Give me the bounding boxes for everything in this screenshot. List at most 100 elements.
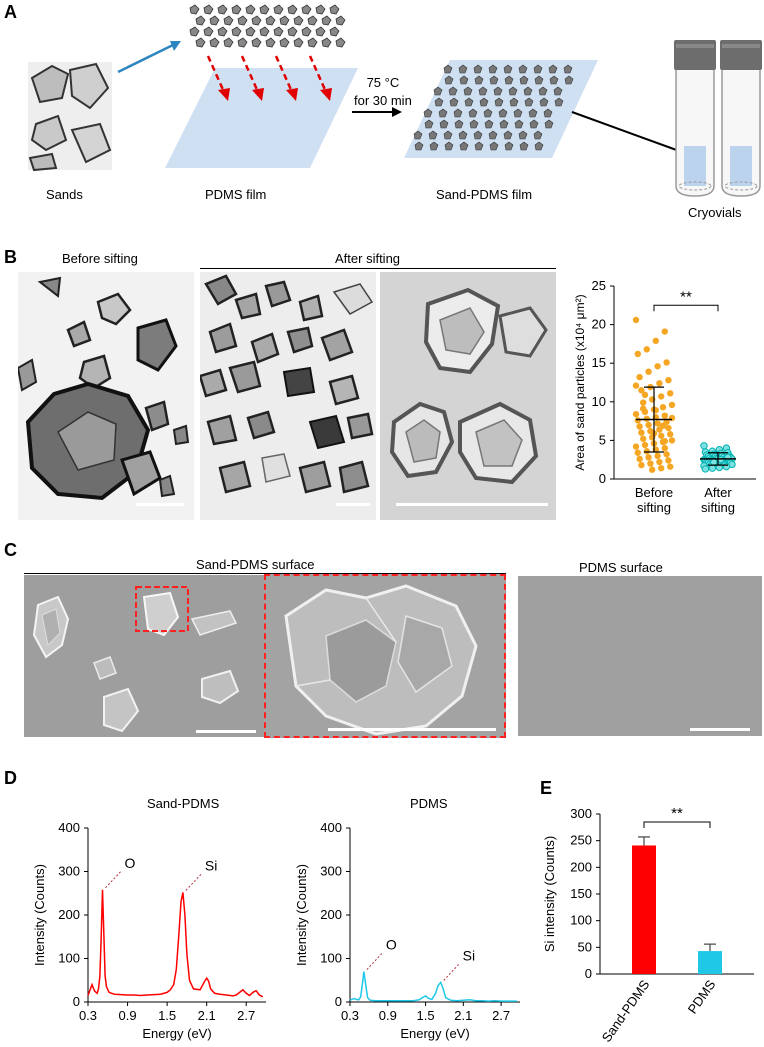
pdms-film [165,68,358,168]
data-point [659,404,667,411]
y-tick-label: 200 [58,907,80,922]
chart-d-left-eds: 0 100 200 300 400 0.3 0.9 1.5 2.1 2.7 Energy (eV) I… [32,820,266,1041]
data-point [700,442,708,450]
sand-grain-icon [203,4,214,15]
embedded-grain-icon [533,64,543,74]
y-tick-label: 300 [570,806,592,821]
data-point [643,415,650,422]
embedded-grain-icon [498,108,508,118]
data-point [645,421,652,429]
embedded-grain-icon [499,119,509,129]
data-point [661,412,668,419]
sand-grain-icon [189,26,200,37]
data-point [661,444,668,452]
sand-grain-icon [223,37,234,48]
sand-grain-icon [287,26,298,37]
x-axis-label: Energy (eV) [142,1026,211,1041]
data-point [632,382,640,389]
embedded-grain-icon [508,86,518,96]
embedded-grain-icon [443,130,453,140]
significance-label: ** [680,288,692,305]
peak-label-si: Si [205,857,217,873]
data-point [661,437,668,445]
sand-grain-icon [231,4,242,15]
embedded-grain-icon [459,141,469,151]
y-tick-label: 100 [320,951,342,966]
embedded-grain-icon [513,108,523,118]
data-point [640,435,647,443]
sand-pdms-surface-title: Sand-PDMS surface [196,557,315,572]
embedded-grain-icon [423,108,433,118]
y-tick-label: 25 [592,278,606,293]
data-point [654,420,661,427]
sand-grain-icon [195,37,206,48]
sand-grain-icon [245,26,256,37]
panel-a-schematic [28,4,762,197]
embedded-grain-icon [458,130,468,140]
embedded-grain-icon [519,75,529,85]
embedded-grain-icon [433,86,443,96]
embedded-grain-icon [448,86,458,96]
x-tick-label: 0.3 [79,1008,97,1023]
x-tick-label: 0.9 [379,1008,397,1023]
chart-b-particle-area: 0 5 10 15 20 25 Area of sand particles (x10⁴ μ… [573,278,756,515]
y-tick-label: 100 [570,913,592,928]
spectrum-line [87,889,264,998]
embedded-grain-icon [514,119,524,129]
data-point [647,460,654,467]
data-point [645,454,652,461]
cryovials-icon [674,40,762,197]
scale-bar [336,503,370,506]
embedded-grain-icon [424,119,434,129]
sand-grain-icon [335,37,346,48]
sand-grain-icon [237,15,248,26]
data-point [722,462,731,471]
x-category-label: sifting [701,500,735,515]
chart-d-right-eds: 0 100 200 300 400 0.3 0.9 1.5 2.1 2.7 Energy (eV) I… [294,820,520,1041]
sem-sand-pdms-surface [24,575,264,737]
data-point [659,422,667,429]
sand-grain-icon [329,4,340,15]
y-tick-label: 0 [335,994,342,1009]
y-axis-label: Area of sand particles (x10⁴ μm²) [573,294,587,470]
sand-grain-icon [189,4,200,15]
embedded-grain-icon [504,141,514,151]
data-point [640,405,647,412]
data-point [634,350,641,358]
data-point [656,458,663,466]
sand-grain-icon [265,15,276,26]
data-point [658,393,665,400]
sand-grain-icon [307,15,318,26]
embedded-grain-icon [444,75,454,85]
sand-grain-icon [307,37,318,48]
y-tick-label: 400 [58,820,80,835]
embedded-grain-icon [524,97,534,107]
sand-grain-icon [293,15,304,26]
sand-grain-icon [209,37,220,48]
embedded-grain-icon [539,97,549,107]
embedded-grain-icon [413,130,423,140]
data-point [636,423,643,430]
x-tick-label: 0.9 [119,1008,137,1023]
embedded-grain-icon [453,108,463,118]
blue-arrow-icon [117,41,181,74]
data-point [665,424,672,432]
sand-grain-icon [265,37,276,48]
embedded-grain-icon [489,75,499,85]
data-point [636,455,643,463]
sand-pdms-grains [413,64,574,151]
panel-label-b: B [4,247,17,267]
sand-pdms-film [404,60,598,158]
sand-grain-icon [251,37,262,48]
data-point [654,452,661,460]
sands-image [28,62,112,172]
sand-grain-icon [321,37,332,48]
embedded-grain-icon [464,97,474,107]
data-point [634,449,641,456]
data-point [667,463,674,470]
bar [698,951,722,974]
peak-leader [366,953,383,970]
embedded-grain-icon [428,130,438,140]
embedded-grain-icon [528,108,538,118]
significance-label: ** [671,805,683,822]
